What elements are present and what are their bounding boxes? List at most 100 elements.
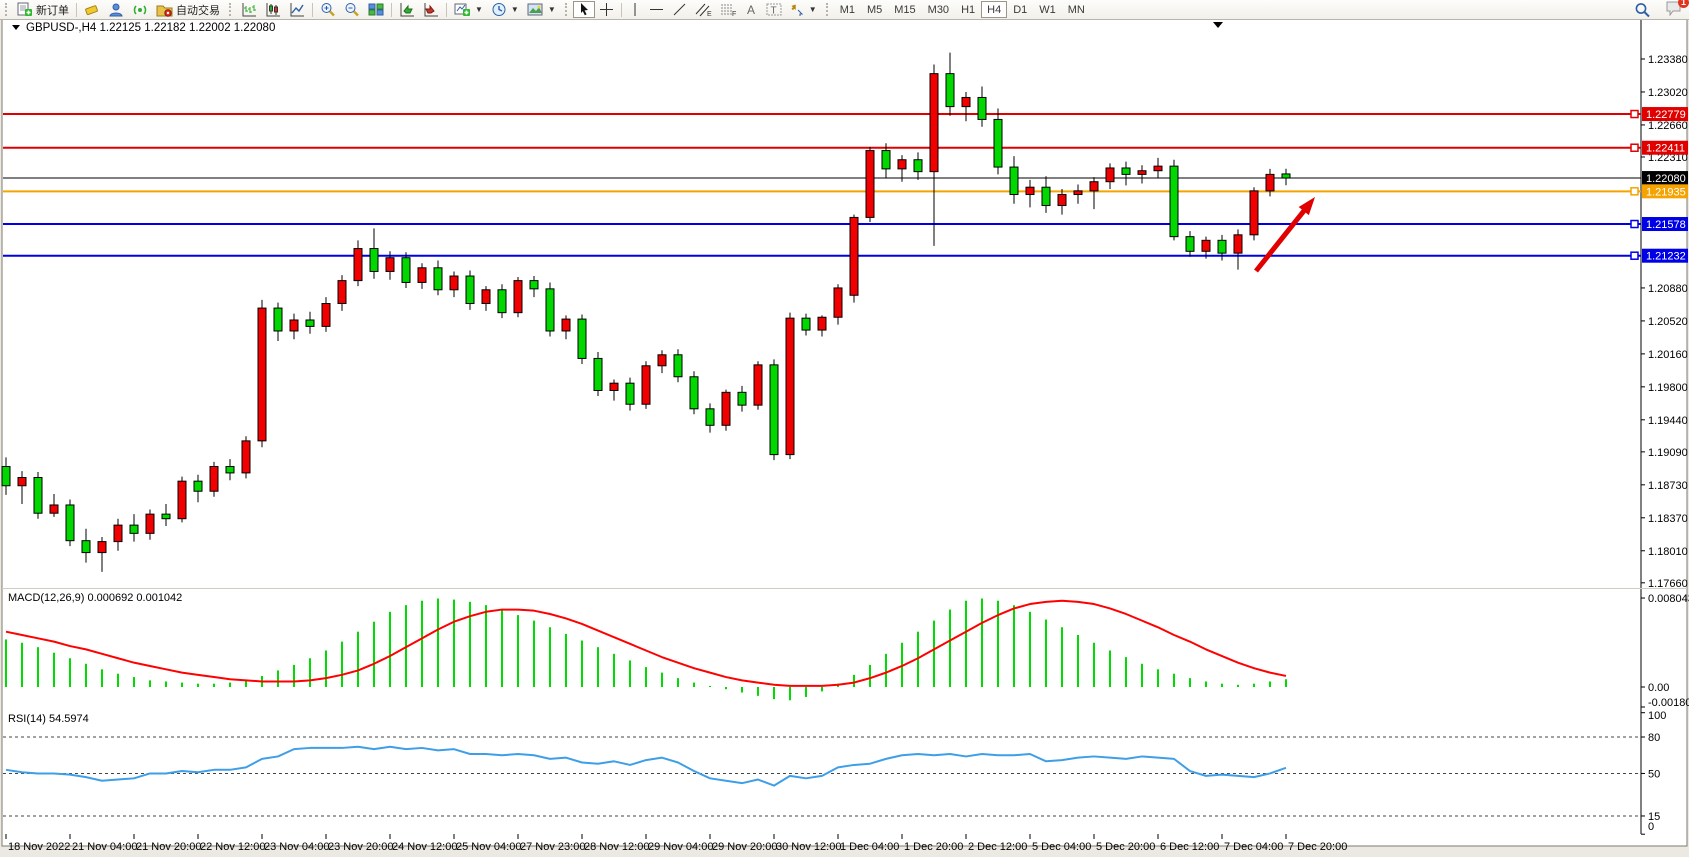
fibonacci-button[interactable]: F	[716, 1, 741, 18]
chart-next-button[interactable]	[419, 1, 443, 18]
template-button[interactable]: ▼	[523, 1, 560, 18]
candle-chart-button[interactable]	[261, 1, 285, 18]
cursor-button[interactable]	[572, 1, 595, 18]
search-button[interactable]	[1630, 1, 1655, 18]
new-chart-button[interactable]: ▼	[450, 1, 487, 18]
label-button[interactable]: T	[762, 1, 786, 18]
time-label: 28 Nov 12:00	[584, 841, 649, 853]
signal-button[interactable]	[128, 1, 152, 18]
chat-button[interactable]: 1	[1665, 0, 1689, 19]
candle-body	[33, 476, 43, 514]
candle-body	[241, 440, 251, 474]
separator	[620, 2, 622, 17]
timeframe-M15[interactable]: M15	[888, 1, 921, 18]
timeframe-M5[interactable]: M5	[861, 1, 888, 18]
chart-prev-button[interactable]	[395, 1, 419, 18]
tile-windows-button[interactable]	[364, 1, 388, 18]
hline-button[interactable]	[645, 1, 668, 18]
timeframe-W1[interactable]: W1	[1033, 1, 1062, 18]
candle-body	[1121, 167, 1131, 175]
profile-icon	[109, 3, 123, 17]
svg-text:100: 100	[1648, 710, 1666, 722]
candle-body	[529, 280, 539, 290]
time-label: 24 Nov 12:00	[392, 841, 457, 853]
candle-body	[65, 504, 75, 542]
svg-text:0: 0	[1648, 821, 1654, 833]
level-lines[interactable]	[3, 109, 1641, 260]
timeframe-M1[interactable]: M1	[834, 1, 861, 18]
price-axis[interactable]: 1.23380 1.23020 1.22660 1.22310 1.20880 1.205…	[1641, 54, 1688, 590]
svg-text:1.20520: 1.20520	[1648, 316, 1688, 328]
svg-text:E: E	[707, 11, 712, 17]
hline-handle-1.21578	[1630, 219, 1639, 229]
profile-button[interactable]	[104, 1, 128, 18]
bar-chart-button[interactable]	[237, 1, 261, 18]
time-label: 27 Nov 23:00	[520, 841, 585, 853]
time-label: 23 Nov 20:00	[328, 841, 393, 853]
candle-body	[897, 159, 907, 170]
channel-button[interactable]: E	[691, 1, 716, 18]
arrows-button[interactable]: ▼	[786, 1, 821, 18]
text-button[interactable]: A	[741, 1, 762, 18]
svg-text:1.22660: 1.22660	[1648, 120, 1688, 132]
timeframe-H1[interactable]: H1	[955, 1, 981, 18]
svg-text:1.20880: 1.20880	[1648, 283, 1688, 295]
svg-text:F: F	[732, 11, 736, 17]
price-box-1.21935	[1642, 184, 1688, 199]
timeframe-M30[interactable]: M30	[922, 1, 955, 18]
time-label: 1 Dec 04:00	[840, 841, 899, 853]
timeframe-MN[interactable]: MN	[1062, 1, 1091, 18]
candle-body	[289, 319, 299, 332]
zoom-in-icon	[321, 3, 335, 17]
time-label: 1 Dec 20:00	[904, 841, 963, 853]
candle-body	[417, 267, 427, 283]
rsi-label: RSI(14) 54.5974	[8, 713, 89, 725]
new-order-label: 新订单	[36, 4, 69, 17]
candle-body	[273, 307, 283, 332]
svg-text:1.17660: 1.17660	[1648, 578, 1688, 590]
line-chart-button[interactable]	[285, 1, 309, 18]
zoom-out-button[interactable]	[340, 1, 364, 18]
chart-title: GBPUSD-,H4 1.22125 1.22182 1.22002 1.220…	[26, 22, 275, 34]
timeframe-D1[interactable]: D1	[1007, 1, 1033, 18]
candle-body	[721, 391, 731, 426]
separator	[446, 2, 447, 17]
trendline-button[interactable]	[668, 1, 691, 18]
eraser-button[interactable]	[80, 1, 104, 18]
svg-text:1.18010: 1.18010	[1648, 546, 1688, 558]
zoom-in-button[interactable]	[316, 1, 340, 18]
candle-body	[657, 354, 667, 367]
period-button[interactable]: ▼	[487, 1, 523, 18]
vline-button[interactable]	[625, 1, 645, 18]
time-label: 18 Nov 2022	[8, 841, 70, 853]
autotrade-icon	[156, 5, 173, 17]
new-order-button[interactable]: 新订单	[13, 1, 73, 18]
autotrade-button[interactable]: 自动交易	[152, 1, 224, 18]
svg-text:1.22310: 1.22310	[1648, 152, 1688, 164]
timeframe-H4[interactable]: H4	[981, 1, 1008, 18]
rsi-pane[interactable]: RSI(14) 54.5974 100 80 50 150	[3, 710, 1666, 835]
autotrade-label: 自动交易	[176, 4, 220, 17]
text-icon: A	[747, 3, 755, 17]
time-label: 22 Nov 12:00	[200, 841, 265, 853]
separator	[391, 2, 392, 17]
chart-shift-marker[interactable]	[1213, 22, 1223, 28]
svg-text:1.18370: 1.18370	[1648, 513, 1688, 525]
toolbar-grip	[229, 3, 233, 16]
chart-menu-caret[interactable]	[12, 25, 20, 30]
macd-pane[interactable]: MACD(12,26,9) 0.000692 0.001042 0.008043 0…	[5, 592, 1689, 709]
annotation-arrow[interactable]	[1254, 197, 1315, 273]
svg-text:0.00: 0.00	[1648, 682, 1669, 694]
vline-icon	[634, 3, 636, 16]
candle-body	[481, 289, 491, 305]
toolbar-grip	[825, 3, 830, 16]
candle-body	[641, 365, 651, 405]
crosshair-button[interactable]	[595, 1, 618, 18]
rsi-line	[5, 745, 1287, 787]
fibonacci-icon: F	[720, 4, 736, 17]
separator	[76, 2, 77, 17]
candle-body	[1185, 236, 1195, 252]
